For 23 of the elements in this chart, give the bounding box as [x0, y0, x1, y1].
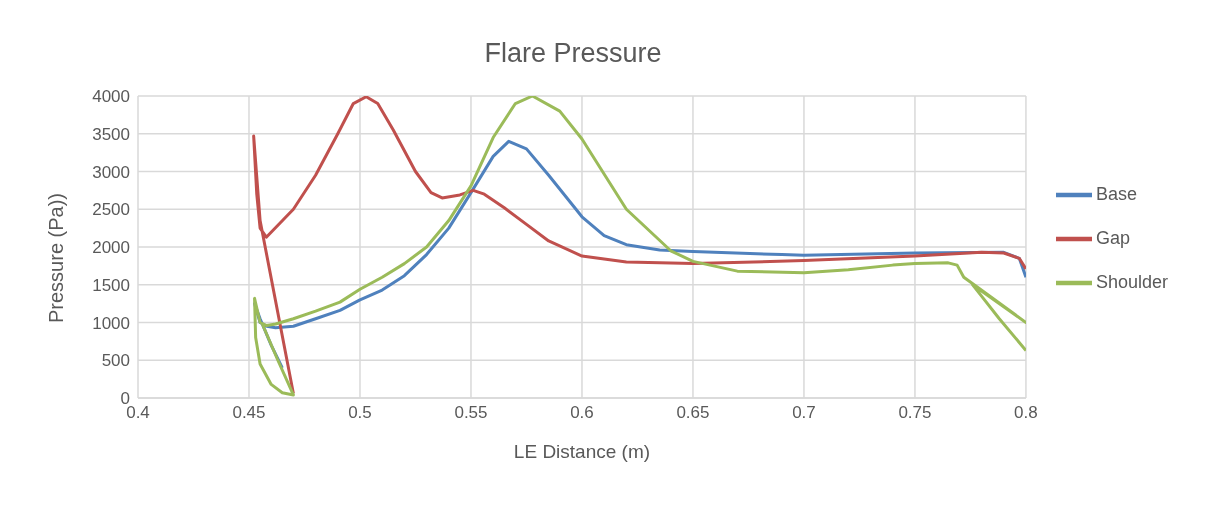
y-tick-label: 1000	[92, 313, 130, 333]
x-tick-label: 0.4	[126, 403, 150, 423]
x-tick-label: 0.45	[232, 403, 266, 423]
x-tick-label: 0.8	[1014, 403, 1038, 423]
y-tick-label: 2000	[92, 238, 130, 258]
legend-label: Gap	[1095, 228, 1130, 248]
x-axis-title: LE Distance (m)	[513, 441, 651, 462]
x-tick-label: 0.65	[676, 403, 710, 423]
y-tick-label: 1500	[92, 275, 130, 295]
x-tick-label: 0.75	[898, 403, 932, 423]
y-tick-label: 4000	[92, 87, 130, 107]
y-tick-label: 500	[101, 351, 130, 371]
x-tick-label: 0.55	[454, 403, 488, 423]
legend-label: Shoulder	[1095, 272, 1168, 292]
y-tick-label: 3000	[92, 162, 130, 182]
x-tick-label: 0.6	[570, 403, 594, 423]
x-tick-label: 0.7	[792, 403, 816, 423]
legend-label: Base	[1095, 184, 1137, 204]
y-tick-label: 3500	[92, 124, 130, 144]
x-tick-label: 0.5	[348, 403, 372, 423]
y-axis-title: Pressure (Pa))	[44, 192, 68, 324]
chart-title: Flare Pressure	[483, 38, 663, 69]
y-tick-label: 2500	[92, 200, 130, 220]
